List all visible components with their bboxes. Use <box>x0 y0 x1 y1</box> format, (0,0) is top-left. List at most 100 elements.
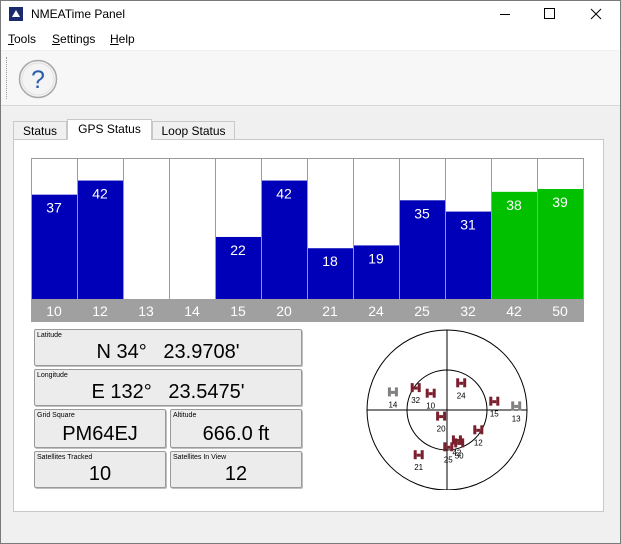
prn-cell-12 <box>77 299 124 322</box>
longitude-value: E 132° 23.5475' <box>91 381 245 403</box>
prn-label-24: 24 <box>368 303 384 319</box>
satellite-24-marker <box>456 378 467 388</box>
prn-cell-10 <box>31 299 78 322</box>
signal-bar-12 <box>78 180 123 299</box>
signal-bar-25 <box>400 200 445 299</box>
prn-cell-14 <box>169 299 216 322</box>
maximize-button[interactable] <box>527 1 573 28</box>
satellite-14-label: 14 <box>388 400 397 409</box>
signal-bar-32 <box>446 211 491 299</box>
signal-value-21: 18 <box>322 253 338 269</box>
satellite-42-label: 42 <box>452 448 461 457</box>
help-question-icon: ? <box>31 66 45 94</box>
tab-strip: Status GPS Status Loop Status <box>13 119 613 141</box>
signal-bar-21 <box>308 248 353 299</box>
menu-help[interactable]: Help <box>110 32 135 46</box>
signal-strength-chart: 37 10 42 12 13 14 22 15 42 20 18 21 19 24 35 25 31 32 38 42… <box>31 158 584 322</box>
prn-label-42: 42 <box>506 303 522 319</box>
satellites-in-view-value: 12 <box>224 463 248 485</box>
satellite-50-marker <box>454 438 465 448</box>
satellite-15-marker <box>489 396 500 406</box>
tab-status[interactable]: Status <box>13 121 67 139</box>
latitude-box: Latitude N 34° 23.9708' <box>34 329 302 366</box>
prn-label-50: 50 <box>552 303 568 319</box>
prn-label-32: 32 <box>460 303 476 319</box>
prn-cell-24 <box>353 299 400 322</box>
satellites-tracked-label: Satellites Tracked <box>37 454 93 461</box>
satellites-tracked-value: 10 <box>88 463 112 485</box>
prn-label-10: 10 <box>46 303 62 319</box>
signal-value-32: 31 <box>460 217 476 233</box>
prn-cell-42 <box>491 299 538 322</box>
bar-cell-14 <box>169 158 216 300</box>
prn-cell-25 <box>399 299 446 322</box>
help-button[interactable]: ? <box>18 59 58 99</box>
latitude-label: Latitude <box>37 332 62 339</box>
prn-label-15: 15 <box>230 303 246 319</box>
satellite-10-marker <box>425 388 436 398</box>
minimize-button[interactable] <box>482 1 528 28</box>
satellite-25-label: 25 <box>444 455 453 464</box>
signal-bar-15 <box>216 236 261 299</box>
bar-cell-13 <box>123 158 170 300</box>
signal-value-50: 39 <box>552 194 568 210</box>
satellite-14-marker <box>387 387 398 397</box>
longitude-box: Longitude E 132° 23.5475' <box>34 369 302 406</box>
altitude-label: Altitude <box>173 412 197 419</box>
satellites-in-view-label: Satellites In View <box>173 454 227 461</box>
menu-settings[interactable]: Settings <box>52 32 96 46</box>
prn-label-12: 12 <box>92 303 108 319</box>
satellite-24-label: 24 <box>457 391 466 400</box>
grid-square-box: Grid Square PM64EJ <box>34 409 166 448</box>
satellite-32-marker <box>410 383 421 393</box>
longitude-label: Longitude <box>37 372 68 379</box>
latitude-value: N 34° 23.9708' <box>96 341 240 363</box>
tab-gps-status[interactable]: GPS Status <box>67 119 152 140</box>
satellite-20-marker <box>436 411 447 421</box>
signal-bar-10 <box>32 194 77 299</box>
signal-value-42: 38 <box>506 197 522 213</box>
satellite-12-label: 12 <box>474 438 483 447</box>
altitude-value: 666.0 ft <box>202 423 270 445</box>
signal-value-10: 37 <box>46 200 62 216</box>
satellite-21-marker <box>413 450 424 460</box>
toolbar <box>1 51 620 106</box>
prn-label-25: 25 <box>414 303 430 319</box>
prn-cell-32 <box>445 299 492 322</box>
prn-cell-15 <box>215 299 262 322</box>
prn-label-21: 21 <box>322 303 338 319</box>
satellite-21-label: 21 <box>414 463 423 472</box>
satellite-13-marker <box>511 401 522 411</box>
signal-value-20: 42 <box>276 186 292 202</box>
prn-cell-21 <box>307 299 354 322</box>
satellites-tracked-box: Satellites Tracked 10 <box>34 451 166 488</box>
skyplot-background <box>311 326 539 490</box>
title-bar[interactable]: NMEATime Panel <box>1 1 620 28</box>
toolbar-grip[interactable] <box>6 57 9 99</box>
satellite-15-label: 15 <box>490 410 499 419</box>
signal-bar-50 <box>538 189 583 299</box>
prn-label-20: 20 <box>276 303 292 319</box>
prn-cell-20 <box>261 299 308 322</box>
menu-tools[interactable]: Tools <box>8 32 37 46</box>
prn-label-13: 13 <box>138 303 154 319</box>
signal-bar-20 <box>262 180 307 299</box>
satellite-12-marker <box>473 425 484 435</box>
satellite-10-label: 10 <box>426 402 435 411</box>
signal-bar-42 <box>492 191 537 299</box>
prn-cell-50 <box>537 299 584 322</box>
signal-value-15: 22 <box>230 242 246 258</box>
altitude-box: Altitude 666.0 ft <box>170 409 302 448</box>
grid-square-value: PM64EJ <box>62 423 138 445</box>
tab-loop-status[interactable]: Loop Status <box>152 121 235 139</box>
window-title: NMEATime Panel <box>31 7 126 21</box>
menu-bar: Tools Settings Help <box>1 28 620 50</box>
prn-label-14: 14 <box>184 303 200 319</box>
signal-bar-24 <box>354 245 399 299</box>
satellites-in-view-box: Satellites In View 12 <box>170 451 302 488</box>
close-button[interactable] <box>573 1 619 28</box>
app-icon <box>9 7 23 21</box>
signal-value-24: 19 <box>368 250 384 266</box>
